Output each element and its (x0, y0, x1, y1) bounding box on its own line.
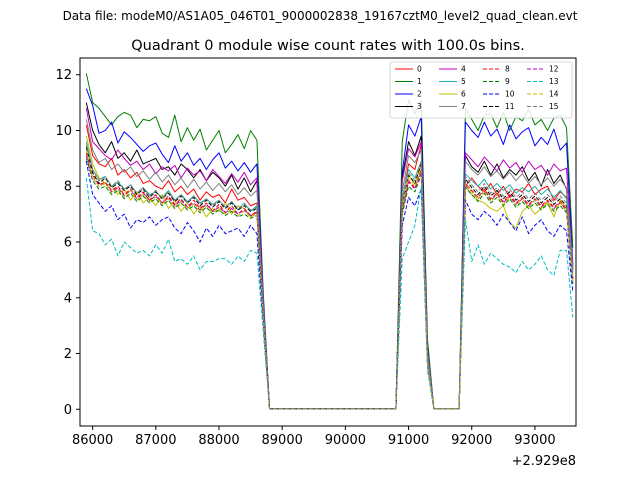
x-tick-label: 93000 (514, 433, 555, 448)
legend-label-14: 14 (549, 90, 559, 99)
legend-label-9: 9 (505, 77, 510, 86)
legend-label-8: 8 (505, 65, 510, 74)
series-line-5 (85, 141, 574, 410)
legend-label-4: 4 (461, 65, 466, 74)
legend-label-10: 10 (505, 90, 515, 99)
y-axis: 0 2 4 6 8 10 12 (55, 68, 80, 418)
y-tick-label: 6 (64, 236, 72, 251)
legend-label-6: 6 (461, 90, 466, 99)
x-axis: 86000 87000 88000 89000 90000 91000 92000 93000 (72, 426, 556, 448)
y-tick-label: 10 (55, 124, 72, 139)
x-tick-label: 86000 (72, 433, 113, 448)
legend-label-1: 1 (417, 77, 422, 86)
y-tick-label: 4 (64, 291, 72, 306)
x-tick-label: 92000 (451, 433, 492, 448)
series-line-8 (85, 152, 574, 410)
legend-label-5: 5 (461, 77, 466, 86)
series-line-14 (85, 149, 574, 410)
series-line-13 (85, 177, 574, 410)
series-line-7 (85, 119, 574, 410)
x-tick-label: 87000 (135, 433, 176, 448)
x-offset-label: +2.929e8 (512, 454, 576, 469)
y-tick-label: 12 (55, 68, 72, 83)
y-tick-label: 0 (64, 403, 72, 418)
legend-label-0: 0 (417, 65, 422, 74)
legend-box (389, 61, 573, 119)
legend-label-7: 7 (461, 102, 466, 111)
legend-label-15: 15 (549, 102, 559, 111)
legend-label-12: 12 (549, 65, 559, 74)
series-line-0 (85, 124, 574, 410)
x-tick-label: 90000 (325, 433, 366, 448)
legend-label-3: 3 (417, 102, 422, 111)
chart-title: Quadrant 0 module wise count rates with … (131, 38, 525, 54)
x-tick-label: 89000 (262, 433, 303, 448)
y-tick-label: 8 (64, 180, 72, 195)
series-line-1 (85, 73, 574, 410)
x-tick-label: 91000 (388, 433, 429, 448)
series-line-12 (85, 155, 574, 410)
legend-label-11: 11 (505, 102, 515, 111)
y-tick-label: 2 (64, 347, 72, 362)
chart-suptitle: Data file: modeM0/AS1A05_046T01_90000028… (63, 9, 578, 23)
series-line-15 (85, 144, 574, 410)
series-layer (85, 73, 574, 410)
legend-label-13: 13 (549, 77, 559, 86)
series-line-4 (85, 108, 574, 410)
legend-label-2: 2 (417, 90, 422, 99)
x-tick-label: 88000 (198, 433, 239, 448)
